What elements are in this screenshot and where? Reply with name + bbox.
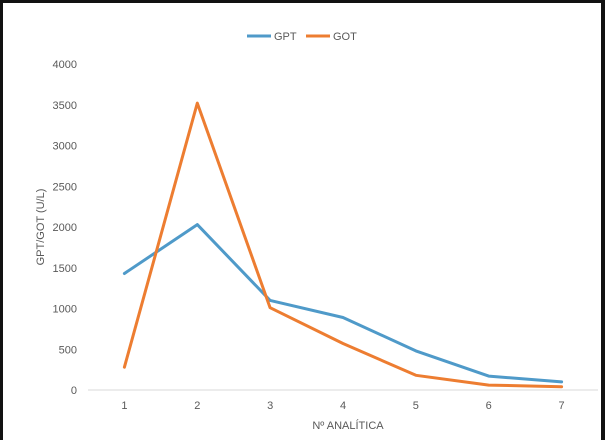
series-lines: [122, 101, 564, 389]
y-tick-label: 1000: [53, 304, 77, 316]
x-tick-label: 7: [559, 400, 565, 412]
y-axis-ticks: 0 500 1000 1500 2000 2500 3000 3500 4000: [53, 59, 77, 397]
x-axis-ticks: 1 2 3 4 5 6 7: [121, 400, 564, 412]
y-tick-label: 3000: [53, 141, 77, 153]
x-tick-label: 2: [194, 400, 200, 412]
y-tick-label: 2500: [53, 181, 77, 193]
x-tick-label: 6: [486, 400, 492, 412]
y-tick-label: 4000: [53, 59, 77, 71]
series-line-gpt: [122, 223, 564, 384]
y-tick-label: 500: [59, 344, 77, 356]
series-line-got: [122, 101, 564, 389]
legend-label-got: GOT: [333, 31, 357, 43]
legend: GPT GOT: [247, 31, 357, 43]
y-tick-label: 0: [71, 385, 77, 397]
x-tick-label: 3: [267, 400, 273, 412]
x-tick-label: 4: [340, 400, 346, 412]
y-tick-label: 1500: [53, 263, 77, 275]
x-tick-label: 1: [121, 400, 127, 412]
legend-label-gpt: GPT: [274, 31, 297, 43]
y-axis-title: GPT/GOT (U/L): [35, 189, 47, 266]
x-axis-title: Nº ANALÍTICA: [312, 419, 384, 432]
y-tick-label: 3500: [53, 100, 77, 112]
y-tick-label: 2000: [53, 222, 77, 234]
line-chart: GPT GOT 05001000150020002500300035004000 …: [35, 31, 598, 432]
x-tick-label: 5: [413, 400, 419, 412]
